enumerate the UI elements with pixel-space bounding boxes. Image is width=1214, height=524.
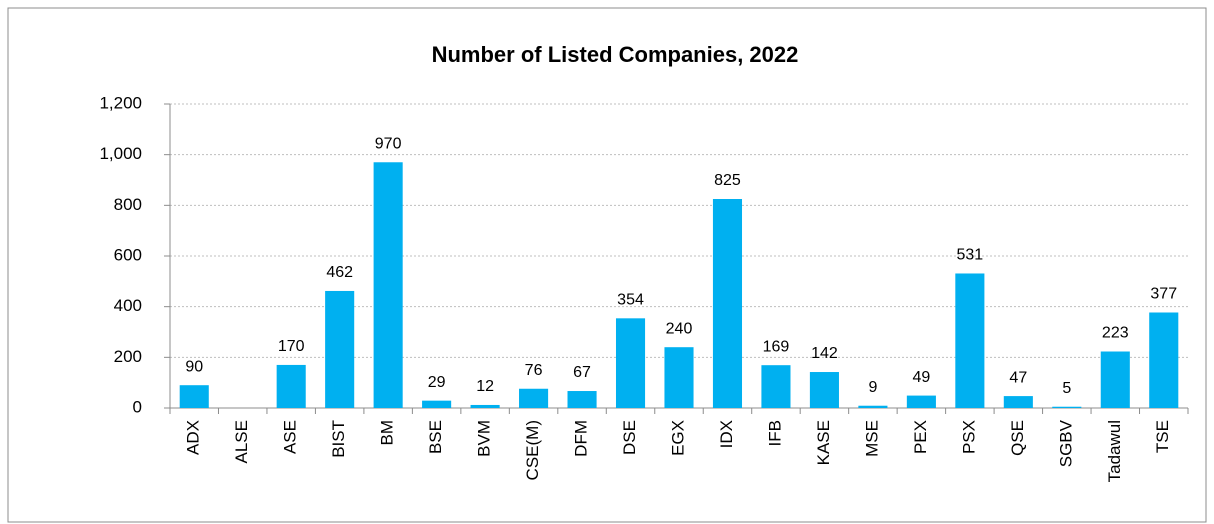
- y-tick-label: 800: [114, 195, 142, 214]
- value-label: 76: [525, 362, 543, 379]
- x-tick-label: DFM: [572, 420, 591, 457]
- bar: [179, 385, 209, 408]
- value-label: 531: [957, 247, 984, 264]
- bar: [1003, 396, 1033, 408]
- value-label: 170: [278, 338, 305, 355]
- x-tick-label: ASE: [281, 420, 300, 454]
- value-label: 142: [811, 345, 838, 362]
- value-label: 49: [912, 369, 930, 386]
- x-tick-label: ALSE: [232, 420, 251, 463]
- chart-border: [7, 7, 1207, 523]
- bar: [906, 395, 936, 408]
- x-tick-label: SGBV: [1056, 419, 1075, 467]
- value-label: 825: [714, 172, 741, 189]
- x-tick-label: EGX: [668, 420, 687, 456]
- x-tick-label: BVM: [475, 420, 494, 457]
- bar: [858, 405, 888, 408]
- bar: [422, 400, 452, 408]
- x-tick-label: BM: [378, 420, 397, 446]
- x-tick-label: IFB: [765, 420, 784, 446]
- x-tick-label: PSX: [959, 420, 978, 454]
- y-tick-label: 400: [114, 296, 142, 315]
- bar: [761, 365, 791, 408]
- value-label: 29: [428, 374, 446, 391]
- value-label: 223: [1102, 325, 1129, 342]
- bar: [276, 364, 306, 408]
- x-tick-label: KASE: [814, 420, 833, 465]
- value-label: 9: [868, 379, 877, 396]
- bar: [470, 404, 500, 408]
- value-label: 47: [1009, 369, 1027, 386]
- value-label: 240: [666, 320, 693, 337]
- bar: [1100, 351, 1130, 408]
- value-label: 462: [326, 264, 353, 281]
- x-tick-label: MSE: [862, 420, 881, 457]
- x-tick-label: IDX: [717, 420, 736, 448]
- x-tick-label: PEX: [911, 420, 930, 454]
- bar: [809, 372, 839, 408]
- value-label: 5: [1062, 380, 1071, 397]
- bar: [1149, 312, 1179, 408]
- value-label: 970: [375, 135, 402, 152]
- value-label: 67: [573, 364, 591, 381]
- value-label: 354: [617, 292, 644, 309]
- chart-title: Number of Listed Companies, 2022: [432, 42, 799, 67]
- bar: [519, 388, 549, 408]
- x-tick-label: CSE(M): [523, 420, 542, 480]
- x-tick-label: BSE: [426, 420, 445, 454]
- bar: [664, 347, 694, 408]
- x-tick-label: Tadawul: [1105, 420, 1124, 482]
- value-label: 377: [1150, 286, 1177, 303]
- x-tick-label: DSE: [620, 420, 639, 455]
- x-tick-label: ADX: [184, 420, 203, 455]
- bar: [1052, 406, 1082, 408]
- x-tick-label: BIST: [329, 420, 348, 458]
- bar: [325, 290, 355, 408]
- x-tick-label: TSE: [1153, 420, 1172, 453]
- bar: [615, 318, 646, 408]
- bar: [567, 391, 597, 408]
- bar: [373, 162, 403, 408]
- value-label: 90: [185, 358, 203, 375]
- y-tick-label: 600: [114, 245, 142, 264]
- value-label: 12: [476, 378, 494, 395]
- y-tick-label: 200: [114, 347, 142, 366]
- bar: [955, 273, 985, 408]
- y-tick-label: 0: [133, 397, 142, 416]
- y-tick-label: 1,000: [99, 144, 142, 163]
- bar: [712, 199, 743, 408]
- value-label: 169: [763, 338, 790, 355]
- y-tick-label: 1,200: [99, 93, 142, 112]
- x-tick-label: QSE: [1008, 420, 1027, 456]
